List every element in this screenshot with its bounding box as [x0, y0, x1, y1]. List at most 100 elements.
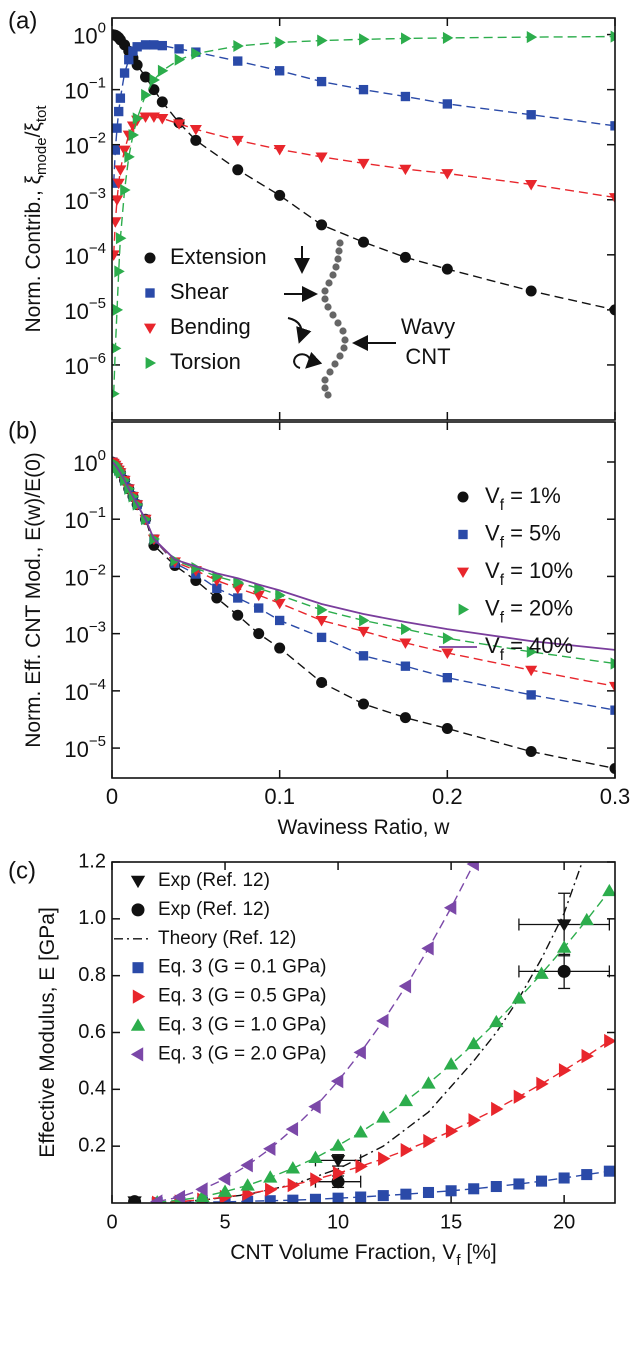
marker	[120, 184, 131, 197]
marker	[287, 1194, 299, 1203]
y-tick-label-part: −4	[89, 676, 106, 693]
marker	[442, 99, 453, 109]
y-tick-label-part: −3	[89, 185, 106, 202]
marker	[263, 1141, 276, 1156]
marker	[353, 1125, 368, 1138]
marker	[315, 616, 328, 627]
marker	[355, 1159, 368, 1174]
y-tick-label-part: −1	[89, 75, 106, 92]
y-tick-label: 0.4	[78, 1078, 106, 1100]
marker	[156, 96, 168, 108]
legend-label: Vf = 20%	[485, 595, 573, 626]
marker	[443, 900, 457, 915]
x-tick-label: 0.1	[264, 784, 295, 809]
marker	[212, 583, 222, 593]
marker	[149, 73, 160, 86]
legend-label: Eq. 3 (G = 2.0 GPa)	[158, 1043, 326, 1064]
plot-area	[112, 29, 615, 399]
y-tick-label: 100	[73, 447, 106, 475]
y-tick-label-part: −5	[89, 295, 106, 312]
legend-label-part: = 1%	[504, 483, 561, 508]
marker	[353, 1045, 366, 1060]
plot-area	[127, 862, 615, 1203]
y-tick-label: 10−5	[64, 734, 106, 762]
y-tick-label-part: 0	[98, 447, 106, 464]
marker	[602, 883, 615, 897]
plot-frame	[111, 421, 616, 779]
marker	[191, 47, 202, 60]
marker	[610, 705, 615, 715]
legend-label: Shear	[170, 279, 229, 304]
marker	[140, 40, 151, 50]
legend-label-part: f	[500, 497, 505, 514]
marker	[242, 1195, 254, 1203]
marker	[355, 1191, 367, 1203]
marker	[556, 940, 572, 953]
legend-marker	[131, 903, 145, 917]
y-axis-label: Effective Modulus, E [GPa]	[36, 907, 59, 1158]
marker	[240, 1178, 255, 1191]
marker	[240, 1158, 253, 1173]
y-axis-label: Norm. Contrib., ξmode/ξtot	[22, 105, 51, 333]
marker	[525, 180, 538, 191]
y-tick-label-part: −3	[89, 619, 106, 636]
marker	[265, 1182, 278, 1197]
legend-label-part: = 20%	[504, 595, 573, 620]
marker	[330, 1138, 346, 1151]
marker	[156, 114, 169, 125]
y-tick-label-part: 10	[64, 134, 88, 159]
marker	[466, 862, 479, 872]
marker	[358, 651, 369, 661]
marker	[189, 124, 202, 136]
y-tick-label: 10−4	[64, 240, 106, 268]
marker	[491, 1101, 504, 1117]
y-tick-label-part: −2	[89, 562, 106, 579]
legend-marker	[130, 1047, 144, 1062]
y-tick-label: 1.2	[78, 850, 106, 872]
legend-marker	[456, 567, 470, 579]
y-tick-label: 0.6	[78, 1021, 106, 1043]
marker	[399, 251, 411, 263]
legend-marker	[143, 323, 157, 335]
legend-label: Extension	[170, 244, 267, 269]
marker	[195, 1182, 208, 1197]
marker	[558, 1063, 572, 1078]
marker	[511, 991, 527, 1004]
marker	[112, 178, 125, 190]
plot-area	[112, 456, 615, 774]
y-tick-label-part: −4	[89, 240, 106, 257]
x-axis-label: CNT Volume Fraction, Vf [%]	[230, 1241, 496, 1270]
legend-marker	[145, 288, 155, 298]
marker	[195, 1189, 210, 1202]
marker	[233, 593, 243, 603]
marker	[285, 1121, 299, 1137]
legend-label: Eq. 3 (G = 0.5 GPa)	[158, 986, 326, 1007]
legend-marker	[458, 603, 470, 616]
y-tick-label: 10−6	[64, 350, 106, 378]
legend-label-part: V	[485, 558, 500, 583]
legend-label-part: f	[500, 534, 505, 551]
legend-label-part: V	[485, 520, 500, 545]
marker	[131, 59, 143, 71]
y-axis-label-part: tot	[33, 105, 50, 123]
y-tick-label-part: 10	[64, 565, 88, 590]
x-tick-label: 0.2	[432, 784, 463, 809]
legend-label: Vf = 40%	[485, 633, 573, 664]
marker	[273, 145, 286, 156]
y-tick-label-part: 10	[64, 189, 88, 214]
legend-label: Vf = 5%	[485, 520, 561, 551]
marker	[275, 589, 286, 602]
x-axis-label-part: CNT Volume Fraction, V	[230, 1241, 456, 1264]
legend-label: Bending	[170, 314, 251, 339]
marker	[513, 1178, 525, 1190]
marker	[309, 1193, 321, 1203]
marker	[253, 628, 265, 640]
x-tick-label: 5	[219, 1211, 230, 1233]
marker	[558, 1172, 570, 1184]
marker	[398, 979, 412, 994]
marker	[332, 1192, 344, 1203]
y-tick-label: 10−2	[64, 130, 106, 158]
marker	[132, 42, 142, 52]
x-tick-label: 0	[106, 784, 118, 809]
marker	[359, 614, 370, 627]
